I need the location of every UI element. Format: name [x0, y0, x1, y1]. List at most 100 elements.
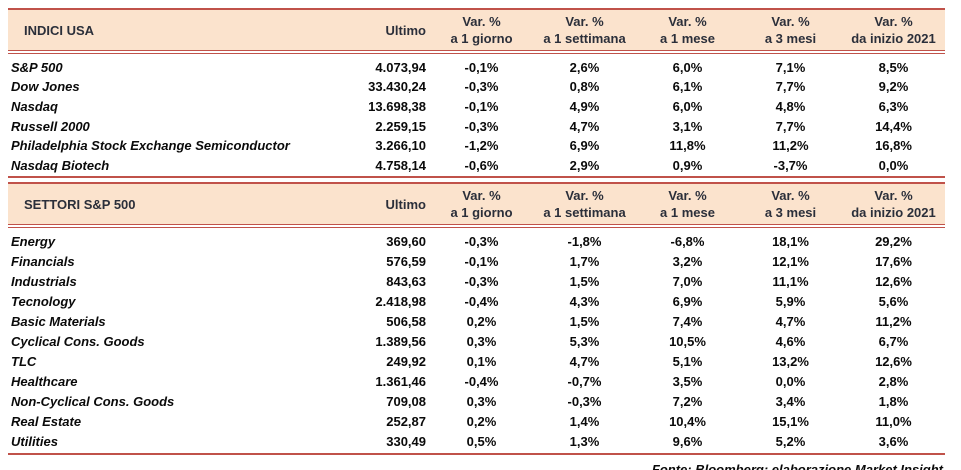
- var-inizio-2021-value: 1,8%: [878, 394, 909, 410]
- ultimo-value: 330,49: [386, 434, 426, 450]
- ultimo-value: 709,08: [386, 394, 426, 410]
- index-name: Russell 2000: [11, 118, 90, 134]
- period-label: a 1 giorno: [450, 205, 513, 221]
- var-inizio-2021-value: 2,8%: [878, 374, 909, 390]
- table-row: Financials 576,59 -0,1% 1,7% 3,2% 12,1% …: [8, 252, 945, 272]
- var-3-mesi-value: 7,1%: [775, 59, 806, 75]
- var-1-settimana-value: -0,3%: [567, 394, 602, 410]
- var-inizio-2021-value: 9,2%: [878, 79, 909, 95]
- table-bottom-rule: [8, 176, 945, 179]
- var-3-mesi-value: 13,2%: [772, 354, 809, 370]
- var-1-settimana-value: 4,7%: [569, 354, 600, 370]
- var-1-settimana-value: 1,3%: [569, 434, 600, 450]
- index-name: Nasdaq Biotech: [11, 157, 110, 173]
- var-1-settimana-value: 5,3%: [569, 334, 600, 350]
- var-1-giorno-value: -1,2%: [464, 138, 499, 154]
- table-row: Russell 2000 2.259,15 -0,3% 4,7% 3,1% 7,…: [8, 116, 945, 136]
- var-1-giorno-value: -0,6%: [464, 157, 499, 173]
- period-label: a 3 mesi: [764, 205, 817, 221]
- sector-name: Industrials: [11, 274, 77, 290]
- column-header-var-1-giorno: Var. % a 1 giorno: [430, 187, 533, 221]
- table-row: Dow Jones 33.430,24 -0,3% 0,8% 6,1% 7,7%…: [8, 77, 945, 97]
- var-1-giorno-value: 0,1%: [466, 354, 497, 370]
- period-label: a 3 mesi: [764, 31, 817, 46]
- column-header-var-1-mese: Var. % a 1 mese: [636, 13, 739, 47]
- var-1-giorno-value: 0,3%: [466, 394, 497, 410]
- var-1-giorno-value: 0,2%: [466, 314, 497, 330]
- header-double-rule: [8, 226, 945, 228]
- var-1-settimana-value: 2,9%: [569, 157, 600, 173]
- var-pct-label: Var. %: [565, 188, 604, 204]
- index-name: Philadelphia Stock Exchange Semiconducto…: [11, 138, 290, 154]
- column-header-var-1-giorno: Var. % a 1 giorno: [430, 13, 533, 47]
- var-1-giorno-value: 0,3%: [466, 334, 497, 350]
- var-3-mesi-value: 11,1%: [772, 274, 809, 290]
- source-note: Fonte: Bloomberg; elaborazione Market In…: [651, 461, 943, 470]
- indici-usa-rows: S&P 500 4.073,94 -0,1% 2,6% 6,0% 7,1% 8,…: [8, 58, 945, 176]
- var-1-giorno-value: -0,1%: [464, 59, 499, 75]
- var-3-mesi-value: 7,7%: [775, 118, 806, 134]
- ultimo-value: 252,87: [386, 414, 426, 430]
- table-row: Real Estate 252,87 0,2% 1,4% 10,4% 15,1%…: [8, 412, 945, 432]
- ultimo-value: 1.361,46: [375, 374, 426, 390]
- index-name: Dow Jones: [11, 79, 80, 95]
- var-pct-label: Var. %: [668, 188, 707, 204]
- var-3-mesi-value: 0,0%: [775, 374, 806, 390]
- column-header-var-3-mesi: Var. % a 3 mesi: [739, 13, 842, 47]
- ultimo-value: 1.389,56: [375, 334, 426, 350]
- var-1-mese-value: 6,9%: [672, 294, 703, 310]
- var-1-giorno-value: -0,1%: [464, 98, 499, 114]
- var-1-giorno-value: -0,1%: [464, 254, 499, 270]
- period-label: a 1 mese: [660, 31, 715, 46]
- sector-name: TLC: [11, 354, 37, 370]
- table-row: Healthcare 1.361,46 -0,4% -0,7% 3,5% 0,0…: [8, 372, 945, 392]
- table-bottom-rule: [8, 452, 945, 455]
- var-1-settimana-value: 1,7%: [569, 254, 600, 270]
- var-1-mese-value: 7,4%: [672, 314, 703, 330]
- var-pct-label: Var. %: [462, 188, 501, 204]
- table-row: Cyclical Cons. Goods 1.389,56 0,3% 5,3% …: [8, 332, 945, 352]
- var-inizio-2021-value: 14,4%: [875, 118, 912, 134]
- var-3-mesi-value: 15,1%: [772, 414, 809, 430]
- var-1-mese-value: 6,0%: [672, 59, 703, 75]
- var-pct-label: Var. %: [874, 188, 913, 204]
- table-row: Nasdaq Biotech 4.758,14 -0,6% 2,9% 0,9% …: [8, 155, 945, 175]
- var-1-giorno-value: 0,5%: [466, 434, 497, 450]
- ultimo-value: 33.430,24: [368, 79, 426, 95]
- ultimo-value: 13.698,38: [368, 98, 426, 114]
- var-3-mesi-value: -3,7%: [773, 157, 808, 173]
- var-3-mesi-value: 5,9%: [775, 294, 806, 310]
- ultimo-value: 576,59: [386, 254, 426, 270]
- var-1-settimana-value: 4,9%: [569, 98, 600, 114]
- var-1-mese-value: 3,2%: [672, 254, 703, 270]
- var-1-mese-value: 3,5%: [672, 374, 703, 390]
- var-1-mese-value: 3,1%: [672, 118, 703, 134]
- var-inizio-2021-value: 11,2%: [875, 314, 912, 330]
- sector-name: Real Estate: [11, 414, 82, 430]
- sector-name: Healthcare: [11, 374, 78, 390]
- var-3-mesi-value: 5,2%: [775, 434, 806, 450]
- column-header-var-3-mesi: Var. % a 3 mesi: [739, 187, 842, 221]
- sector-name: Utilities: [11, 434, 58, 450]
- var-1-mese-value: 10,4%: [669, 414, 706, 430]
- var-pct-label: Var. %: [668, 14, 707, 29]
- table-row: Utilities 330,49 0,5% 1,3% 9,6% 5,2% 3,6…: [8, 432, 945, 452]
- column-header-var-1-settimana: Var. % a 1 settimana: [533, 13, 636, 47]
- column-header-ultimo: Ultimo: [385, 22, 426, 38]
- period-label: a 1 settimana: [543, 31, 626, 46]
- var-1-giorno-value: -0,4%: [464, 294, 499, 310]
- sector-name: Non-Cyclical Cons. Goods: [11, 394, 175, 410]
- var-inizio-2021-value: 16,8%: [875, 138, 912, 154]
- table-title-settori-sp500: SETTORI S&P 500: [24, 196, 136, 212]
- var-1-settimana-value: 2,6%: [569, 59, 600, 75]
- column-header-var-1-mese: Var. % a 1 mese: [636, 187, 739, 221]
- var-3-mesi-value: 4,8%: [775, 98, 806, 114]
- var-3-mesi-value: 7,7%: [775, 79, 806, 95]
- var-inizio-2021-value: 12,6%: [875, 354, 912, 370]
- var-1-mese-value: 5,1%: [672, 354, 703, 370]
- var-1-settimana-value: -0,7%: [567, 374, 602, 390]
- ultimo-value: 369,60: [386, 234, 426, 250]
- table-row: Non-Cyclical Cons. Goods 709,08 0,3% -0,…: [8, 392, 945, 412]
- table-row: Tecnology 2.418,98 -0,4% 4,3% 6,9% 5,9% …: [8, 292, 945, 312]
- var-1-mese-value: 6,1%: [672, 79, 703, 95]
